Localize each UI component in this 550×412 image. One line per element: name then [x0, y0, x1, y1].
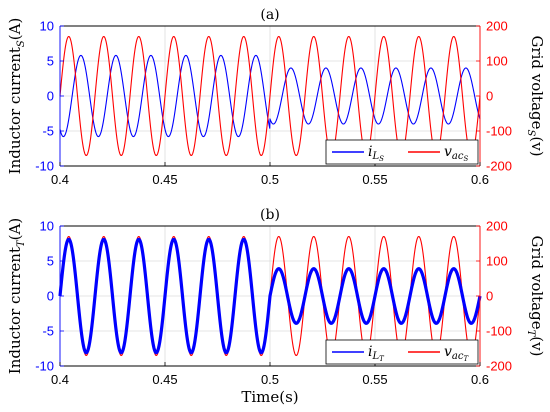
- left-y-tick-label: -10: [35, 159, 54, 174]
- legend-entry-0: iLT: [368, 344, 385, 363]
- left-y-label-main: Inductor current: [6, 247, 24, 374]
- legend-subscript: ac: [452, 151, 464, 162]
- legend: iLS vacS: [325, 139, 479, 165]
- legend-subscript: ac: [452, 351, 464, 362]
- left-y-tick-label: -5: [42, 324, 54, 339]
- right-y-axis-label: Grid voltageS(v): [525, 35, 546, 156]
- right-y-label-unit: (v): [528, 136, 546, 156]
- right-y-tick-label: -200: [486, 159, 512, 174]
- panel-title: (b): [260, 207, 280, 223]
- legend-subscript: L: [371, 151, 379, 162]
- legend-subsubscript: S: [463, 155, 468, 163]
- left-y-axis-label: Inductor currentT(A): [6, 218, 27, 374]
- right-y-tick-label: -100: [486, 324, 512, 339]
- right-y-tick-label: -100: [486, 124, 512, 139]
- x-tick-label: 0.4: [51, 172, 69, 187]
- legend: iLT vacT: [325, 339, 479, 365]
- chart-panel-a: 0.4 0.45 0.5 0.55 0.6 -10 -5 0 5 10 -200 -100 0 100 20…: [6, 7, 546, 187]
- legend-symbol: i: [368, 144, 372, 160]
- right-y-label-subscript: S: [525, 130, 536, 137]
- right-y-label-main: Grid voltage: [528, 35, 546, 129]
- right-y-tick-label: 200: [486, 19, 508, 34]
- right-y-tick-label: 0: [486, 289, 493, 304]
- legend-subsubscript: S: [379, 155, 384, 163]
- legend-subscript: L: [371, 351, 379, 362]
- x-axis-label: Time(s): [241, 388, 298, 406]
- x-tick-label: 0.5: [261, 172, 279, 187]
- x-tick-label: 0.45: [152, 372, 177, 387]
- right-y-label-subscript: T: [525, 330, 536, 338]
- right-y-label-main: Grid voltage: [528, 236, 546, 330]
- right-y-label-unit: (v): [528, 336, 546, 356]
- series-line-v-ac-S: [59, 35, 481, 157]
- legend-symbol: i: [368, 344, 372, 360]
- left-y-tick-label: 0: [47, 289, 54, 304]
- left-y-tick-label: -5: [42, 124, 54, 139]
- x-tick-label: 0.4: [51, 372, 69, 387]
- x-tick-label: 0.45: [152, 172, 177, 187]
- left-y-tick-label: 10: [40, 19, 54, 34]
- right-y-tick-label: 0: [486, 89, 493, 104]
- right-y-tick-label: 200: [486, 219, 508, 234]
- legend-entry-1: vacT: [444, 344, 469, 363]
- panel-title: (a): [260, 7, 279, 23]
- legend-entry-0: iLS: [368, 144, 384, 163]
- chart-panel-b: 0.4 0.45 0.5 0.55 0.6 -10 -5 0 5 10 -200 -100 0 100 20…: [6, 207, 546, 387]
- right-y-tick-label: 100: [486, 254, 508, 269]
- left-y-label-unit: (A): [6, 218, 24, 241]
- x-tick-label: 0.55: [362, 172, 387, 187]
- legend-subsubscript: T: [379, 355, 385, 363]
- x-tick-label: 0.6: [471, 372, 489, 387]
- x-tick-label: 0.6: [471, 172, 489, 187]
- left-y-tick-label: -10: [35, 359, 54, 374]
- left-y-tick-label: 5: [47, 54, 54, 69]
- left-y-tick-label: 10: [40, 219, 54, 234]
- right-y-axis-label: Grid voltageT(v): [525, 236, 546, 357]
- right-y-tick-label: -200: [486, 359, 512, 374]
- legend-symbol: v: [444, 144, 452, 160]
- legend-symbol: v: [444, 344, 452, 360]
- left-y-tick-label: 5: [47, 254, 54, 269]
- left-y-tick-label: 0: [47, 89, 54, 104]
- series-line-i-L-S: [59, 54, 481, 138]
- left-y-axis-label: Inductor currentS(A): [6, 18, 27, 175]
- right-y-tick-label: 100: [486, 54, 508, 69]
- left-y-label-main: Inductor current: [6, 47, 24, 174]
- legend-entry-1: vacS: [444, 144, 468, 163]
- series-line-i-L-T: [58, 237, 482, 355]
- x-tick-label: 0.5: [261, 372, 279, 387]
- left-y-label-subscript: T: [16, 239, 27, 247]
- left-y-label-subscript: S: [16, 40, 27, 47]
- left-y-label-unit: (A): [6, 18, 24, 41]
- legend-subsubscript: T: [463, 355, 469, 363]
- x-tick-label: 0.55: [362, 372, 387, 387]
